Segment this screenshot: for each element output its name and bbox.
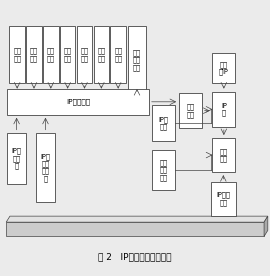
Bar bbox=[7, 89, 149, 115]
Text: 规格
定义: 规格 定义 bbox=[13, 48, 21, 62]
Bar bbox=[36, 132, 55, 202]
Bar bbox=[179, 93, 202, 128]
Bar bbox=[9, 26, 25, 83]
Bar bbox=[77, 26, 92, 83]
Polygon shape bbox=[264, 216, 268, 236]
Text: 可模
重用
反策: 可模 重用 反策 bbox=[160, 160, 168, 181]
Bar bbox=[128, 26, 146, 94]
Bar bbox=[6, 222, 264, 236]
Text: 芯片
开发: 芯片 开发 bbox=[220, 148, 228, 162]
Polygon shape bbox=[6, 216, 268, 222]
Text: 图 2   IP核开发的技术模型: 图 2 IP核开发的技术模型 bbox=[98, 252, 172, 261]
Bar bbox=[26, 26, 42, 83]
Text: 可重
用性
评测: 可重 用性 评测 bbox=[133, 49, 141, 71]
Text: 第三
方IP: 第三 方IP bbox=[219, 61, 229, 75]
Text: 综合
技术: 综合 技术 bbox=[47, 48, 55, 62]
Bar bbox=[110, 26, 126, 83]
Bar bbox=[7, 132, 26, 184]
Text: 编码
技术: 编码 技术 bbox=[30, 48, 38, 62]
Bar bbox=[94, 26, 109, 83]
Bar bbox=[60, 26, 75, 83]
Text: 工具
支撑: 工具 支撑 bbox=[97, 48, 105, 62]
Bar bbox=[212, 53, 235, 83]
Text: IP设
计指
导手
册: IP设 计指 导手 册 bbox=[40, 153, 50, 182]
Text: 打包
提交: 打包 提交 bbox=[187, 104, 194, 118]
Bar bbox=[43, 26, 59, 83]
Bar bbox=[211, 182, 236, 216]
Text: IP集成
指南: IP集成 指南 bbox=[216, 192, 230, 206]
Text: IP库
建设: IP库 建设 bbox=[159, 116, 169, 130]
Text: 文档
开发: 文档 开发 bbox=[80, 48, 89, 62]
Bar bbox=[212, 138, 235, 172]
Text: 验证
技术: 验证 技术 bbox=[64, 48, 72, 62]
Text: 质量
控制: 质量 控制 bbox=[114, 48, 122, 62]
Bar bbox=[152, 150, 175, 190]
Bar bbox=[152, 105, 175, 141]
Text: IP规
格需
求: IP规 格需 求 bbox=[12, 148, 22, 169]
Bar bbox=[212, 92, 235, 127]
Text: IP模块开发: IP模块开发 bbox=[66, 99, 90, 105]
Text: IP
库: IP 库 bbox=[221, 103, 227, 116]
